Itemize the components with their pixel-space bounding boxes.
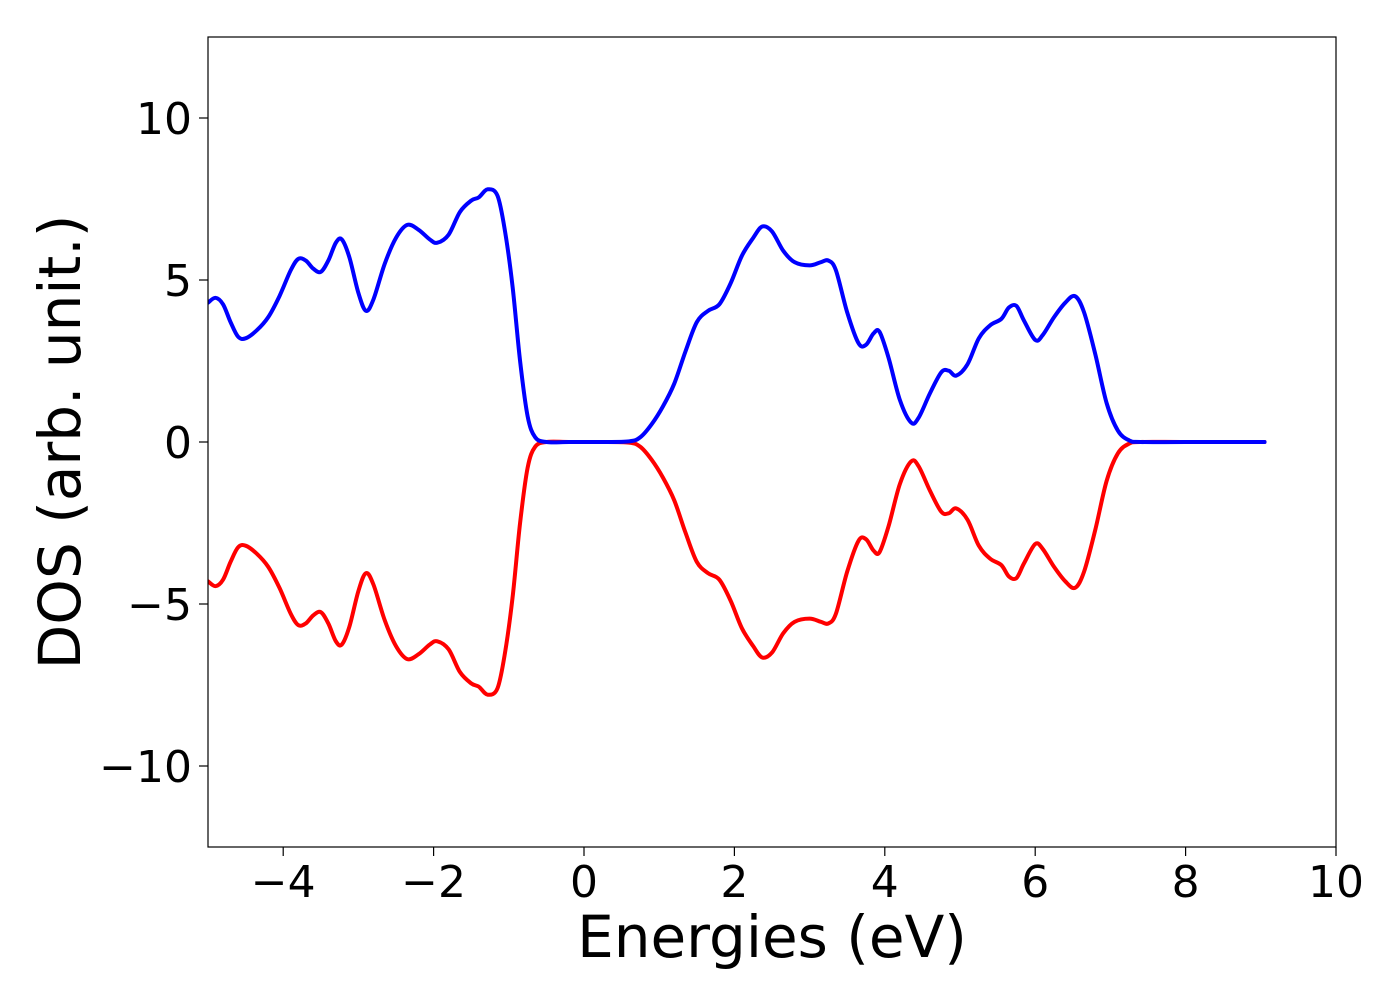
y-tick-label: 10 <box>136 94 192 145</box>
x-tick-label: −2 <box>401 857 466 908</box>
series-line-red <box>208 439 1267 697</box>
plot-area <box>208 187 1267 697</box>
y-axis-label: DOS (arb. unit.) <box>26 215 94 670</box>
x-tick-label: 2 <box>720 857 748 908</box>
x-tick-label: 0 <box>570 857 598 908</box>
y-tick-label: 5 <box>164 256 192 307</box>
y-tick-label: −5 <box>127 580 192 631</box>
x-tick-label: 10 <box>1308 857 1364 908</box>
series-line-blue <box>208 187 1267 445</box>
y-tick-label: 0 <box>164 418 192 469</box>
axis-ticks: −4 −2 0 2 4 6 8 10 10 5 0 −5 −10 <box>99 94 1364 908</box>
y-tick-label: −10 <box>99 742 192 793</box>
x-tick-label: 8 <box>1172 857 1200 908</box>
x-tick-label: 6 <box>1021 857 1049 908</box>
x-tick-label: −4 <box>251 857 316 908</box>
x-axis-label: Energies (eV) <box>577 903 967 971</box>
x-tick-label: 4 <box>871 857 899 908</box>
